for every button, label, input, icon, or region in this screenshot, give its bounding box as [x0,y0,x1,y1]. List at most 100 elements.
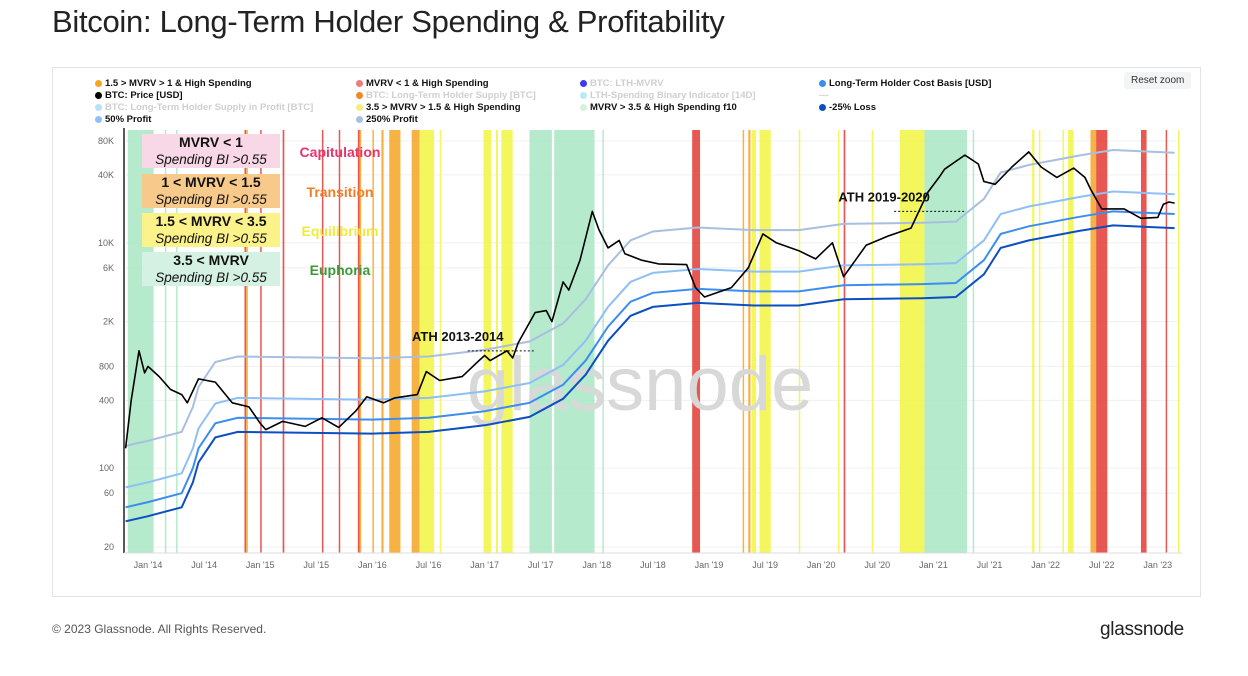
legend-item[interactable]: BTC: Long-Term Holder Supply in Profit [… [95,102,313,113]
regime-spending: Spending BI >0.55 [155,192,267,207]
y-tick-label: 60 [104,488,114,498]
x-tick-label: Jul '21 [977,560,1003,570]
equilibrium-band [501,130,513,553]
legend-dot-icon [819,104,826,111]
legend-dot-icon [580,92,587,99]
capitulation-band [357,130,360,553]
equilibrium-band [899,130,925,553]
legend-item[interactable]: MVRV < 1 & High Spending [356,78,489,89]
legend-dot-icon [356,92,363,99]
-25-loss-line [125,224,1175,523]
y-tick-label: 20 [104,542,114,552]
legend-label: MVRV < 1 & High Spending [366,78,489,89]
equilibrium-band [1062,130,1064,553]
legend-label: 50% Profit [105,114,152,125]
euphoria-band [554,130,595,553]
legend-label: 3.5 > MVRV > 1.5 & High Spending [366,102,521,113]
regime-box: 1.5 < MVRV < 3.5 Spending BI >0.55 [142,213,280,247]
legend-label: BTC: LTH-MVRV [590,78,664,89]
x-tick-label: Jan '14 [134,560,163,570]
legend-dot-icon [356,104,363,111]
regime-spending: Spending BI >0.55 [155,152,267,167]
transition-band [381,130,384,553]
legend-dot-icon [356,116,363,123]
x-tick-label: Jan '15 [246,560,275,570]
transition-band [389,130,401,553]
regime-spending: Spending BI >0.55 [155,231,267,246]
x-tick-label: Jan '17 [470,560,499,570]
equilibrium-band [483,130,492,553]
capitulation-band [244,130,247,553]
legend-label: Long-Term Holder Cost Basis [USD] [829,78,992,89]
reset-zoom-button[interactable]: Reset zoom [1124,72,1192,89]
transition-band [742,130,745,553]
phase-label: Euphoria [309,262,371,278]
transition-band [246,130,248,553]
legend-dot-icon [356,80,363,87]
legend-item[interactable]: 250% Profit [356,114,418,125]
legend-label: 250% Profit [366,114,418,125]
legend-item[interactable]: BTC: Long-Term Holder Supply [BTC] [356,90,536,101]
x-tick-label: Jul '22 [1089,560,1115,570]
euphoria-band [972,130,975,553]
x-tick-label: Jan '19 [695,560,724,570]
regime-box: MVRV < 1 Spending BI >0.55 [142,134,280,168]
brand-logo: glassnode [1100,619,1184,640]
y-tick-label: 40K [98,170,114,180]
y-tick-label: 10K [98,238,114,248]
legend-dot-icon [95,92,102,99]
legend-item[interactable]: 1.5 > MVRV > 1 & High Spending [95,78,252,89]
legend-item[interactable]: MVRV > 3.5 & High Spending f10 [580,102,737,113]
y-tick-label: 400 [99,395,114,405]
legend-label: MVRV > 3.5 & High Spending f10 [590,102,737,113]
x-tick-label: Jul '17 [528,560,554,570]
legend-label: BTC: Long-Term Holder Supply in Profit [… [105,102,314,113]
page-title: Bitcoin: Long-Term Holder Spending & Pro… [52,4,725,39]
capitulation-band [1140,130,1147,553]
y-tick-label: 80K [98,136,114,146]
legend-item[interactable]: BTC: Price [USD] [95,90,183,101]
legend-label: --- [819,90,829,101]
transition-band [372,130,374,553]
legend-dot-icon [95,104,102,111]
equilibrium-band [1177,130,1180,553]
legend-dot-icon [95,80,102,87]
capitulation-band [1165,130,1168,553]
y-tick-label: 800 [99,361,114,371]
x-tick-label: Jan '16 [358,560,387,570]
x-tick-label: Jul '15 [303,560,329,570]
legend-item[interactable]: --- [819,90,829,101]
legend-item[interactable]: 3.5 > MVRV > 1.5 & High Spending [356,102,521,113]
equilibrium-band [751,130,757,553]
regime-condition: 1.5 < MVRV < 3.5 [155,213,267,229]
legend-dot-icon [95,116,102,123]
legend-item[interactable]: BTC: LTH-MVRV [580,78,664,89]
legend-item[interactable]: 50% Profit [95,114,151,125]
legend-dot-icon [580,80,587,87]
capitulation-band [338,130,341,553]
ath-annotation: ATH 2019-2020 [838,189,930,204]
equilibrium-band [838,130,840,553]
capitulation-band [843,130,846,553]
x-tick-label: Jan '23 [1143,560,1172,570]
x-tick-label: Jul '18 [640,560,666,570]
capitulation-band [1096,130,1108,553]
y-tick-label: 6K [103,263,114,273]
250-profit-line [125,148,1175,447]
equilibrium-band [1068,130,1074,553]
legend-dot-icon [580,104,587,111]
capitulation-band [692,130,701,553]
legend-item[interactable]: -25% Loss [819,102,876,113]
legend-label: LTH-Spending Binary Indicator [14D] [590,90,756,101]
equilibrium-band [759,130,771,553]
regime-spending: Spending BI >0.55 [155,270,267,285]
capitulation-band [260,130,262,553]
capitulation-band [321,130,324,553]
y-tick-label: 2K [103,317,114,327]
transition-band [1090,130,1097,553]
equilibrium-band [1038,130,1041,553]
legend-item[interactable]: LTH-Spending Binary Indicator [14D] [580,90,756,101]
euphoria-band [176,130,178,553]
legend-item[interactable]: Long-Term Holder Cost Basis [USD] [819,78,991,89]
equilibrium-band [1032,130,1035,553]
